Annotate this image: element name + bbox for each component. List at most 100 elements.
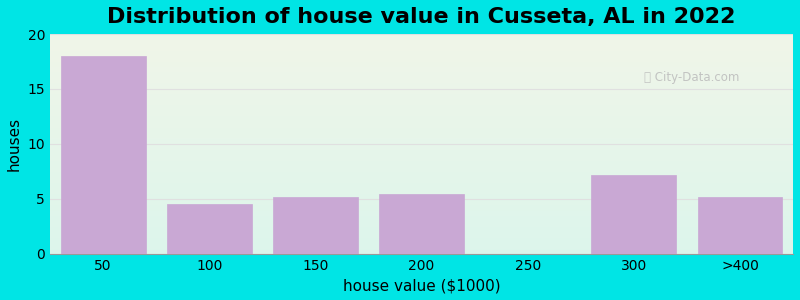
Bar bbox=[50, 180, 793, 181]
Bar bbox=[50, 98, 793, 99]
Bar bbox=[50, 141, 793, 142]
Bar bbox=[50, 221, 793, 222]
Bar bbox=[50, 202, 793, 203]
Bar bbox=[379, 194, 464, 254]
Bar bbox=[50, 165, 793, 166]
Bar bbox=[50, 35, 793, 36]
Bar bbox=[50, 223, 793, 224]
Bar bbox=[50, 214, 793, 215]
Bar bbox=[50, 52, 793, 53]
Bar bbox=[50, 59, 793, 60]
Bar bbox=[50, 220, 793, 221]
Bar bbox=[50, 168, 793, 169]
Bar bbox=[50, 157, 793, 158]
Bar bbox=[50, 46, 793, 47]
Bar bbox=[50, 135, 793, 136]
Bar bbox=[50, 42, 793, 43]
Bar bbox=[50, 54, 793, 55]
Bar bbox=[50, 149, 793, 150]
Bar bbox=[50, 101, 793, 102]
Bar bbox=[50, 88, 793, 89]
Bar bbox=[50, 74, 793, 75]
Bar bbox=[50, 132, 793, 133]
Bar bbox=[50, 61, 793, 63]
Bar bbox=[50, 147, 793, 148]
Bar bbox=[50, 191, 793, 192]
Bar bbox=[50, 100, 793, 101]
Bar bbox=[166, 204, 252, 254]
Bar bbox=[50, 126, 793, 128]
Bar bbox=[50, 102, 793, 103]
Bar bbox=[50, 106, 793, 108]
Bar bbox=[50, 171, 793, 172]
Bar bbox=[50, 91, 793, 92]
Bar bbox=[50, 173, 793, 175]
Bar bbox=[50, 108, 793, 109]
Bar bbox=[50, 115, 793, 116]
Bar bbox=[50, 161, 793, 163]
Bar bbox=[50, 234, 793, 235]
Bar bbox=[50, 242, 793, 243]
Bar bbox=[50, 228, 793, 230]
Bar bbox=[50, 208, 793, 210]
Bar bbox=[50, 238, 793, 239]
Bar bbox=[50, 181, 793, 182]
Bar bbox=[50, 199, 793, 200]
Bar bbox=[50, 124, 793, 125]
Bar bbox=[50, 110, 793, 111]
Bar bbox=[50, 159, 793, 160]
Bar bbox=[50, 195, 793, 196]
Bar bbox=[50, 212, 793, 213]
Bar bbox=[50, 236, 793, 237]
Bar bbox=[50, 128, 793, 130]
Bar bbox=[50, 245, 793, 246]
Bar bbox=[50, 186, 793, 187]
Y-axis label: houses: houses bbox=[7, 117, 22, 171]
Bar bbox=[50, 164, 793, 165]
Bar bbox=[50, 38, 793, 40]
Bar bbox=[50, 77, 793, 78]
Bar bbox=[50, 200, 793, 201]
Bar bbox=[50, 140, 793, 141]
Bar bbox=[50, 57, 793, 58]
Bar bbox=[50, 201, 793, 202]
Bar bbox=[50, 145, 793, 146]
X-axis label: house value ($1000): house value ($1000) bbox=[342, 278, 500, 293]
Bar bbox=[50, 247, 793, 248]
Bar bbox=[50, 78, 793, 79]
Bar bbox=[50, 76, 793, 77]
Bar bbox=[50, 235, 793, 236]
Bar bbox=[50, 93, 793, 94]
Bar bbox=[50, 63, 793, 64]
Bar bbox=[50, 188, 793, 189]
Bar bbox=[50, 47, 793, 48]
Bar bbox=[50, 211, 793, 212]
Bar bbox=[50, 176, 793, 177]
Bar bbox=[50, 121, 793, 122]
Bar bbox=[50, 66, 793, 67]
Bar bbox=[50, 189, 793, 190]
Bar bbox=[50, 105, 793, 106]
Bar bbox=[50, 37, 793, 38]
Bar bbox=[50, 116, 793, 118]
Bar bbox=[50, 210, 793, 211]
Bar bbox=[50, 142, 793, 143]
Bar bbox=[50, 216, 793, 217]
Bar bbox=[50, 97, 793, 98]
Bar bbox=[50, 125, 793, 126]
Bar bbox=[50, 58, 793, 59]
Bar bbox=[50, 118, 793, 119]
Bar bbox=[50, 246, 793, 247]
Bar bbox=[50, 253, 793, 254]
Bar bbox=[50, 204, 793, 205]
Bar bbox=[50, 170, 793, 171]
Bar bbox=[50, 86, 793, 87]
Bar bbox=[50, 71, 793, 73]
Bar bbox=[50, 148, 793, 149]
Bar bbox=[50, 190, 793, 191]
Bar bbox=[50, 134, 793, 135]
Bar bbox=[50, 137, 793, 138]
Bar bbox=[50, 55, 793, 56]
Bar bbox=[50, 179, 793, 180]
Bar bbox=[50, 68, 793, 69]
